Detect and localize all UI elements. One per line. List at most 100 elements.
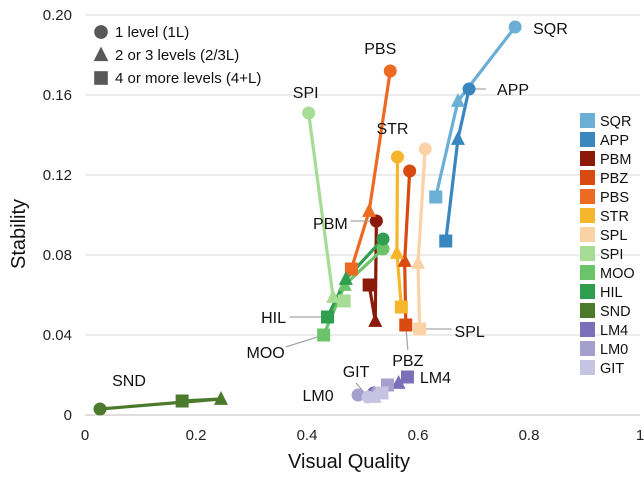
point-snd-square [175, 394, 189, 408]
series-line-pbm [367, 220, 378, 323]
x-tick-label: 0 [81, 427, 89, 444]
legend-triangle-label: 2 or 3 levels (2/3L) [115, 47, 239, 64]
label-sqr: SQR [533, 21, 568, 38]
point-lm4-square [400, 370, 414, 384]
point-pbz-square [399, 318, 413, 332]
legend-swatch-snd [580, 303, 595, 318]
legend-swatch-pbz [580, 170, 595, 185]
series-markers [93, 20, 522, 416]
y-tick-label: 0.08 [43, 247, 72, 264]
label-lm0: LM0 [302, 388, 333, 405]
point-pbs-square [344, 262, 358, 276]
point-pbm-triangle [368, 312, 383, 327]
legend-swatch-spi [580, 246, 595, 261]
legend-label-git: GIT [600, 361, 624, 377]
point-lm4-triangle [391, 374, 406, 389]
point-spl-triangle [411, 254, 425, 269]
legend-triangle-marker [93, 46, 109, 62]
marker-type-legend: 1 level (1L) 2 or 3 levels (2/3L) 4 or mor… [93, 24, 261, 87]
x-tick-label: 0.8 [519, 427, 540, 444]
label-str: STR [376, 121, 408, 138]
y-tick-label: 0.12 [43, 167, 72, 184]
point-pbz-circle [403, 164, 417, 178]
x-axis-title: Visual Quality [288, 451, 410, 473]
point-str-circle [390, 150, 404, 164]
series-line-app [444, 88, 471, 242]
point-pbm-square [362, 278, 376, 292]
point-git-square [375, 386, 389, 400]
series-color-legend: SQR APP PBM PBZ PBS STR SPL SPI MOO HIL SND LM4 LM0 G… [580, 113, 635, 377]
point-snd-triangle [213, 390, 228, 405]
label-hil: HIL [261, 310, 286, 327]
legend-label-hil: HIL [600, 285, 623, 301]
point-pbs-triangle [362, 202, 377, 217]
point-str-triangle [389, 244, 404, 259]
legend-label-moo: MOO [600, 266, 635, 282]
point-spi-circle [302, 106, 316, 120]
y-tick-label: 0.04 [43, 327, 72, 344]
legend-swatch-hil [580, 284, 595, 299]
legend-circle-marker [94, 25, 108, 39]
legend-label-spl: SPL [600, 228, 627, 244]
x-tick-label: 0.4 [297, 427, 318, 444]
legend-swatch-sqr [580, 113, 595, 128]
legend-label-snd: SND [600, 304, 631, 320]
point-pbm-circle [369, 214, 383, 228]
point-sqr-square [429, 190, 443, 204]
legend-swatch-pbs [580, 189, 595, 204]
series-line-snd [99, 397, 223, 411]
point-sqr-triangle [450, 92, 465, 107]
series-line-sqr [434, 26, 517, 198]
point-str-square [394, 300, 408, 314]
y-tick-label: 0.20 [43, 7, 72, 24]
legend-swatch-git [580, 360, 595, 375]
label-pbm: PBM [313, 216, 348, 233]
legend-swatch-lm4 [580, 322, 595, 337]
point-pbs-circle [383, 64, 397, 78]
point-hil-square [321, 310, 335, 324]
point-sqr-circle [508, 20, 522, 34]
legend-swatch-moo [580, 265, 595, 280]
y-axis-title: Stability [8, 199, 30, 269]
x-tick-label: 0.2 [186, 427, 207, 444]
point-app-triangle [450, 130, 465, 145]
legend-swatch-str [580, 208, 595, 223]
point-app-circle [462, 82, 476, 96]
x-tick-label: 1 [636, 427, 644, 444]
label-spl: SPL [455, 324, 485, 341]
legend-label-lm4: LM4 [600, 323, 628, 339]
label-lm4: LM4 [420, 370, 451, 387]
point-pbz-triangle [397, 252, 412, 267]
y-tick-label: 0 [64, 407, 72, 424]
point-snd-circle [93, 402, 107, 416]
legend-square-marker [94, 71, 108, 85]
legend-label-pbm: PBM [600, 152, 631, 168]
legend-square-label: 4 or more levels (4+L) [115, 70, 261, 87]
point-spi-triangle [326, 288, 341, 303]
legend-circle-label: 1 level (1L) [115, 24, 189, 41]
legend-label-app: APP [600, 133, 629, 149]
y-tick-label: 0.16 [43, 87, 72, 104]
point-hil-triangle [338, 270, 353, 285]
point-spl-square [413, 322, 427, 336]
legend-swatch-lm0 [580, 341, 595, 356]
legend-label-pbz: PBZ [600, 171, 628, 187]
series-line-spi [307, 112, 345, 303]
gridlines [85, 14, 640, 336]
legend-label-lm0: LM0 [600, 342, 628, 358]
x-tick-label: 0.6 [408, 427, 429, 444]
legend-label-spi: SPI [600, 247, 623, 263]
point-hil-circle [376, 232, 390, 246]
legend-label-sqr: SQR [600, 114, 631, 130]
label-git: GIT [343, 364, 370, 381]
point-moo-square [317, 328, 331, 342]
point-spl-circle [418, 142, 432, 156]
point-spi-square [337, 294, 351, 308]
series-line-str [395, 156, 403, 308]
series-line-spl [416, 148, 427, 330]
point-moo-circle [376, 242, 390, 256]
label-pbs: PBS [364, 41, 396, 58]
label-spi: SPI [293, 85, 319, 102]
label-moo: MOO [247, 345, 285, 362]
